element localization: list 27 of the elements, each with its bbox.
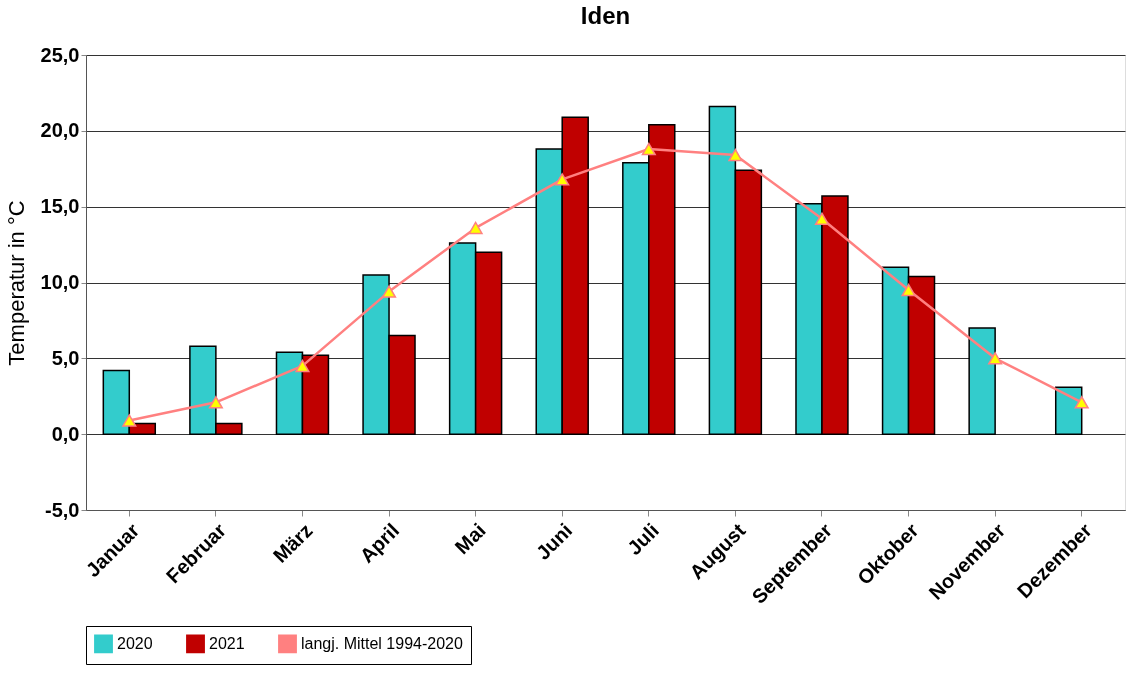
legend-label: langj. Mittel 1994-2020 bbox=[301, 634, 463, 652]
point bbox=[295, 359, 310, 373]
point bbox=[1074, 396, 1089, 409]
point bbox=[988, 352, 1003, 365]
point bbox=[555, 173, 570, 186]
point bbox=[901, 283, 916, 297]
legend-label: 2021 bbox=[209, 634, 245, 652]
point bbox=[468, 221, 483, 235]
chart-title: Iden bbox=[580, 2, 631, 29]
x-tick-label: Mai bbox=[450, 519, 490, 559]
y-tick-label: 25,0 bbox=[40, 43, 80, 66]
point bbox=[728, 148, 743, 162]
y-tick-label: 20,0 bbox=[40, 119, 80, 142]
legend-label: 2020 bbox=[117, 634, 153, 652]
point bbox=[208, 396, 223, 409]
y-tick-label: 15,0 bbox=[40, 195, 80, 218]
y-tick-label: -5,0 bbox=[45, 498, 80, 521]
y-tick-label: 5,0 bbox=[51, 346, 80, 369]
point bbox=[641, 142, 656, 156]
point bbox=[122, 414, 137, 427]
bar bbox=[968, 327, 996, 435]
y-axis-title: Temperatur in °C bbox=[3, 200, 29, 366]
y-tick-label: 10,0 bbox=[40, 271, 80, 293]
y-tick-label: 0,0 bbox=[51, 422, 80, 445]
x-tick-label: Juli bbox=[623, 519, 663, 559]
point bbox=[814, 212, 830, 226]
point bbox=[381, 285, 397, 298]
